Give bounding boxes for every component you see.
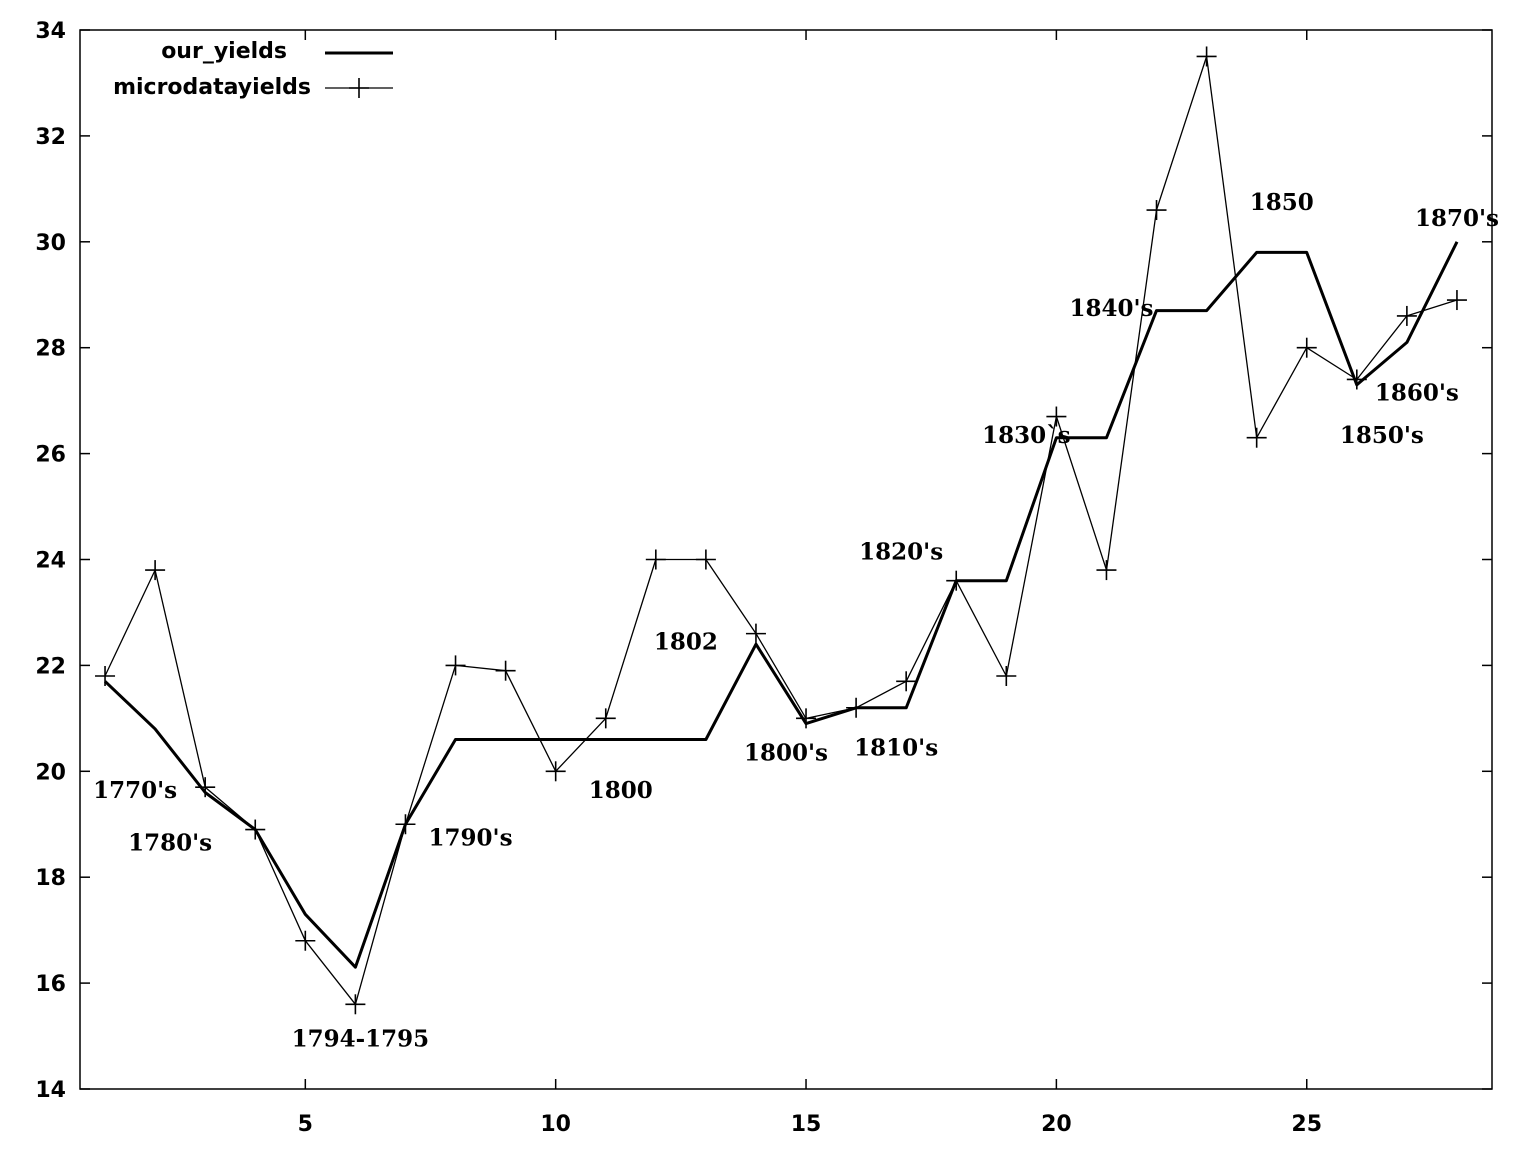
- data-point-microdatayields: [345, 994, 366, 1015]
- series-layer: [95, 46, 1467, 1015]
- annotation-label: 1860's: [1375, 380, 1459, 407]
- legend-label-microdatayields: microdatayields: [113, 75, 311, 100]
- data-point-microdatayields: [195, 777, 216, 798]
- data-point-microdatayields: [395, 814, 416, 835]
- x-tick-label: 25: [1291, 1112, 1322, 1137]
- data-point-microdatayields: [245, 819, 266, 840]
- annotation-label: 1800's: [744, 740, 828, 767]
- y-tick-label: 24: [35, 549, 66, 574]
- series-line-microdatayields: [104, 55, 1458, 1005]
- data-point-microdatayields: [1146, 200, 1167, 221]
- data-point-microdatayields: [796, 708, 817, 729]
- y-tick-label: 20: [35, 760, 66, 785]
- data-point-microdatayields: [846, 697, 867, 718]
- annotation-label: 1790's: [429, 824, 513, 851]
- annotation-label: 1850's: [1340, 422, 1424, 449]
- x-tick-label: 5: [298, 1112, 313, 1137]
- data-point-microdatayields: [695, 549, 716, 570]
- data-point-microdatayields: [946, 570, 967, 591]
- legend-marker-microdatayields: [349, 78, 369, 98]
- data-point-microdatayields: [1096, 560, 1117, 581]
- y-tick-label: 32: [35, 125, 66, 150]
- annotation-label: 1794-1795: [292, 1026, 430, 1053]
- data-point-microdatayields: [1246, 427, 1267, 448]
- series-line-our-yields: [103, 241, 1459, 969]
- y-tick-label: 28: [35, 337, 66, 362]
- annotation-label: 1850: [1250, 189, 1314, 216]
- data-point-microdatayields: [745, 623, 766, 644]
- data-point-microdatayields: [595, 708, 616, 729]
- annotation-label: 1870's: [1415, 205, 1499, 232]
- data-point-microdatayields: [896, 671, 917, 692]
- y-tick-label: 30: [35, 231, 66, 256]
- data-point-microdatayields: [1296, 337, 1317, 358]
- annotation-label: 1800: [589, 777, 653, 804]
- y-tick-label: 18: [35, 866, 66, 891]
- legend-label-our-yields: our_yields: [161, 39, 287, 64]
- data-point-microdatayields: [645, 549, 666, 570]
- data-point-microdatayields: [445, 655, 466, 676]
- annotation-label: 1802: [654, 629, 718, 656]
- y-tick-label: 22: [35, 654, 66, 679]
- data-point-microdatayields: [1396, 305, 1417, 326]
- x-tick-label: 10: [540, 1112, 571, 1137]
- data-point-microdatayields: [545, 761, 566, 782]
- y-tick-label: 34: [35, 19, 66, 44]
- x-tick-label: 20: [1041, 1112, 1072, 1137]
- x-axis: 5 10 15 20 25: [298, 30, 1322, 1137]
- y-tick-label: 16: [35, 972, 66, 997]
- data-point-microdatayields: [495, 660, 516, 681]
- y-axis: 14 16 18 20 22 24 26 28 30 32 34: [35, 19, 1492, 1103]
- annotation-label: 1830`s: [982, 422, 1070, 449]
- annotation-layer: 1770's 1780's 1794-1795 1790's 1800 1802 1800'…: [93, 189, 1499, 1053]
- annotation-label: 1820's: [859, 539, 943, 566]
- data-point-microdatayields: [95, 665, 116, 686]
- annotation-label: 1780's: [128, 830, 212, 857]
- annotation-label: 1770's: [93, 777, 177, 804]
- legend: our_yields microdatayields: [113, 39, 393, 100]
- data-point-microdatayields: [1046, 406, 1067, 427]
- data-point-microdatayields: [1196, 46, 1217, 67]
- data-point-microdatayields: [996, 665, 1017, 686]
- data-point-microdatayields: [1346, 369, 1367, 390]
- annotation-label: 1810's: [854, 734, 938, 761]
- data-point-microdatayields: [295, 930, 316, 951]
- y-tick-label: 14: [35, 1078, 66, 1103]
- x-tick-label: 15: [791, 1112, 822, 1137]
- annotation-label: 1840's: [1069, 295, 1153, 322]
- data-point-microdatayields: [1446, 290, 1467, 311]
- data-point-microdatayields: [145, 560, 166, 581]
- y-tick-label: 26: [35, 443, 66, 468]
